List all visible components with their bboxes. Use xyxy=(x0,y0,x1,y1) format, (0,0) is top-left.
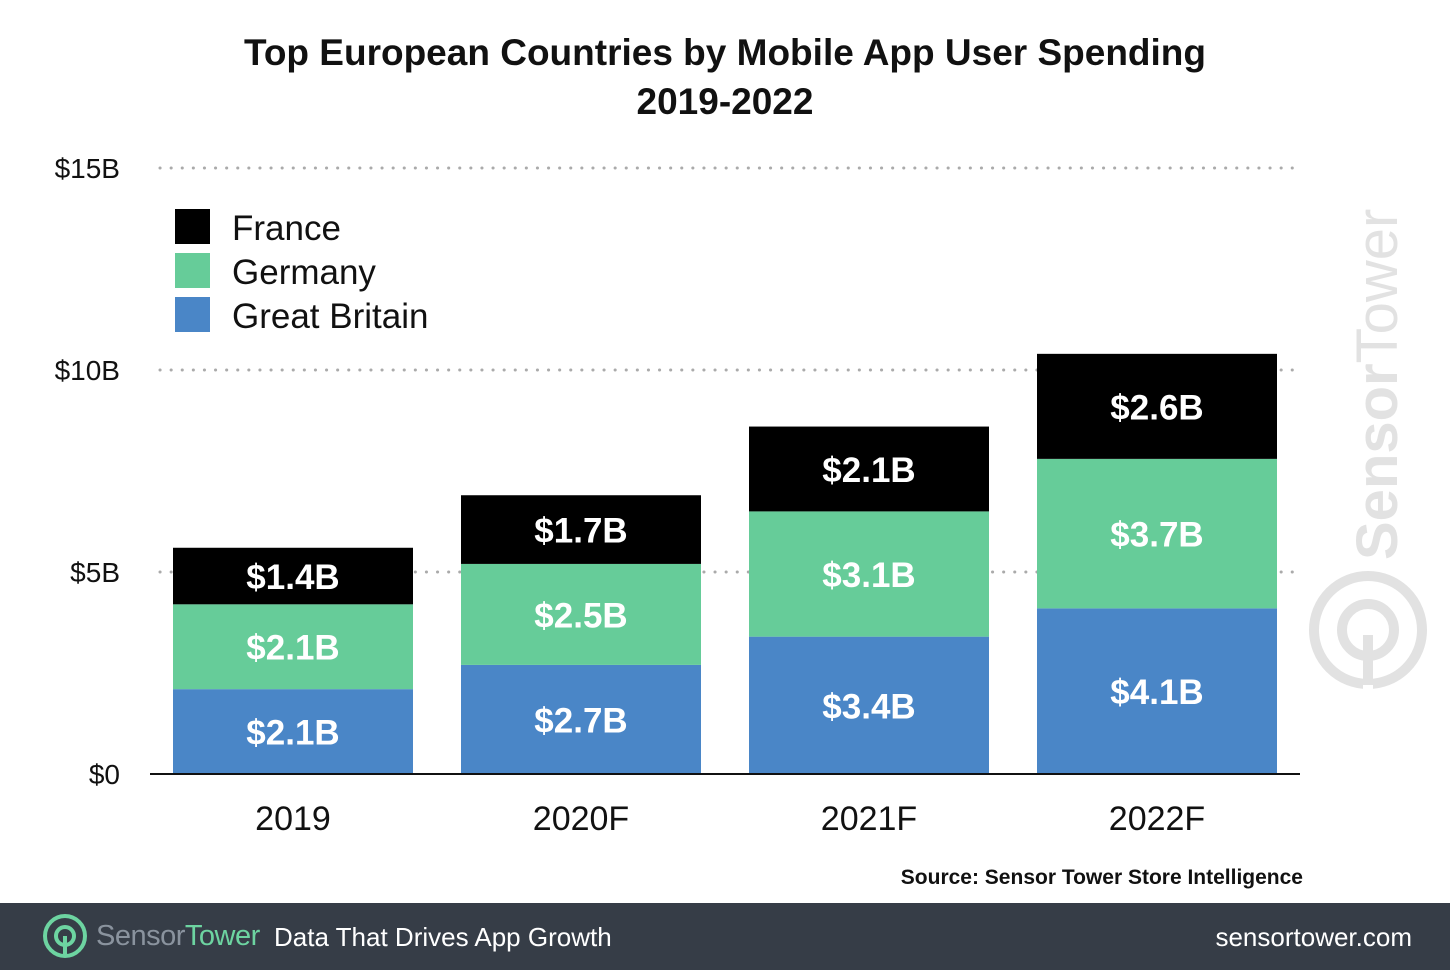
data-label: $2.5B xyxy=(534,596,627,635)
legend-swatch xyxy=(175,297,210,332)
bar-segment[interactable] xyxy=(173,547,413,605)
data-label: $2.1B xyxy=(246,629,339,668)
y-tick-label: $5B xyxy=(70,557,120,588)
bar-segment[interactable] xyxy=(461,563,701,665)
footer-brand-part1: Sensor xyxy=(96,920,185,952)
legend-label: Great Britain xyxy=(232,297,428,336)
footer-tagline: Data That Drives App Growth xyxy=(274,922,612,952)
sensortower-logo-icon xyxy=(43,914,87,958)
footer-brand-part2: Tower xyxy=(184,920,260,952)
data-label: $4.1B xyxy=(1110,673,1203,712)
bar-segment[interactable] xyxy=(461,664,701,774)
source-note: Source: Sensor Tower Store Intelligence xyxy=(900,866,1303,889)
x-tick-label: 2020F xyxy=(533,800,629,838)
footer-brand[interactable]: SensorTower xyxy=(96,920,260,953)
x-tick-label: 2019 xyxy=(255,800,331,838)
x-tick-label: 2022F xyxy=(1109,800,1205,838)
watermark-text: SensorTower xyxy=(1345,209,1410,560)
bar-segment[interactable] xyxy=(173,604,413,690)
bar-segment[interactable] xyxy=(1037,458,1277,609)
legend-swatch xyxy=(175,209,210,244)
legend-label: Germany xyxy=(232,253,376,292)
y-tick-label: $15B xyxy=(55,153,120,184)
data-label: $1.7B xyxy=(534,512,627,551)
data-label: $3.4B xyxy=(822,687,915,726)
bar-segment[interactable] xyxy=(749,511,989,637)
data-label: $2.1B xyxy=(822,451,915,490)
y-tick-label: $0 xyxy=(89,759,120,790)
legend-swatch xyxy=(175,253,210,288)
chart-plot: $0 $5B $10B $15B $2.1B $2.1B $1.4B 2019 $2.7B $2.… xyxy=(55,153,1300,838)
data-label: $2.6B xyxy=(1110,388,1203,427)
bar-segment[interactable] xyxy=(749,426,989,512)
footer-url-link[interactable]: sensortower.com xyxy=(1215,922,1412,952)
legend-label: France xyxy=(232,209,341,248)
bar-segment[interactable] xyxy=(1037,353,1277,459)
data-label: $3.7B xyxy=(1110,516,1203,555)
chart-title: Top European Countries by Mobile App Use… xyxy=(243,32,1207,73)
bar-segment[interactable] xyxy=(1037,608,1277,774)
bar-segment[interactable] xyxy=(749,636,989,774)
data-label: $2.1B xyxy=(246,714,339,753)
sensortower-watermark: SensorTower xyxy=(1309,209,1427,690)
x-tick-label: 2021F xyxy=(821,800,917,838)
data-label: $1.4B xyxy=(246,558,339,597)
footer-bar: SensorTower Data That Drives App Growth … xyxy=(0,903,1450,970)
data-label: $2.7B xyxy=(534,701,627,740)
chart-subtitle: 2019-2022 xyxy=(636,81,814,122)
data-label: $3.1B xyxy=(822,556,915,595)
watermark-logo-icon xyxy=(1309,571,1427,690)
bar-segment[interactable] xyxy=(173,689,413,774)
bar-segment[interactable] xyxy=(461,495,701,564)
y-tick-label: $10B xyxy=(55,355,120,386)
